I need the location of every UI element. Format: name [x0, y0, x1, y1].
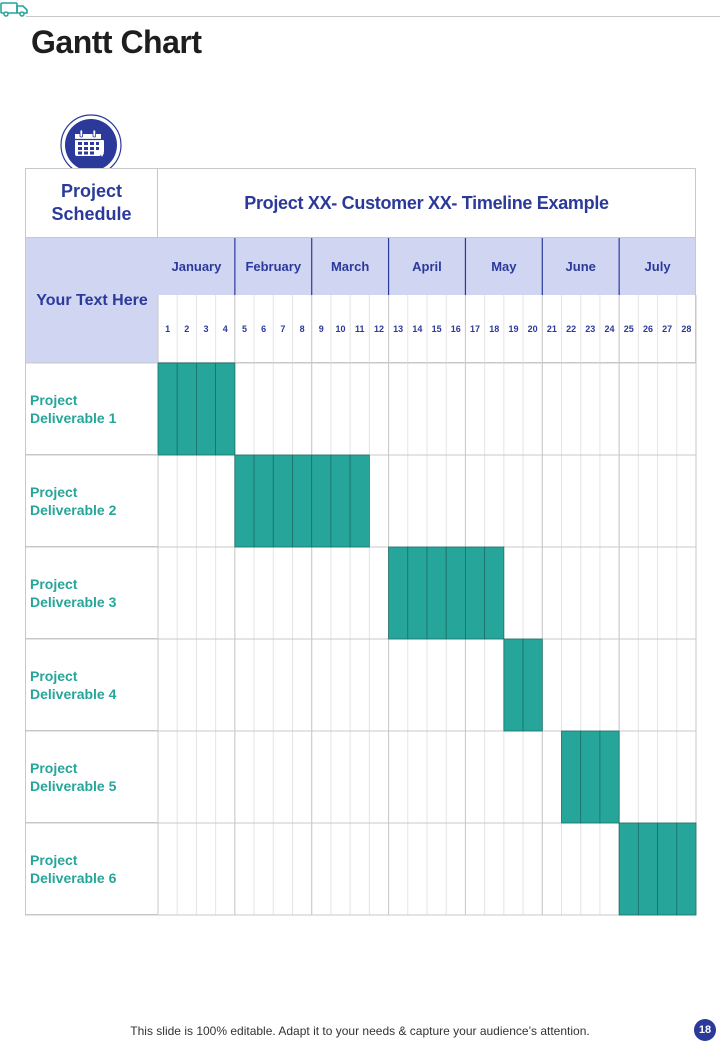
week-label: 22	[566, 324, 577, 334]
week-label: 20	[527, 324, 538, 334]
week-label: 26	[642, 324, 653, 334]
week-label: 13	[393, 324, 404, 334]
footer-note: This slide is 100% editable. Adapt it to…	[130, 1024, 590, 1038]
week-label: 18	[489, 324, 500, 334]
gantt-bar-segment	[330, 454, 351, 548]
schedule-header-cell: Project Schedule	[25, 168, 158, 238]
week-label: 2	[184, 324, 190, 334]
deliverable-label: Project Deliverable 1	[30, 391, 117, 426]
truck-icon	[0, 2, 28, 17]
gantt-bar-segment	[196, 362, 217, 456]
chart-title-cell: Project XX- Customer XX- Timeline Exampl…	[158, 168, 696, 238]
deliverable-label: Project Deliverable 6	[30, 851, 117, 886]
gantt-bar-segment	[215, 362, 236, 456]
week-label: 17	[470, 324, 481, 334]
row-label-cell: Project Deliverable 5	[25, 731, 158, 823]
calendar-icon	[60, 114, 122, 176]
page-title: Gantt Chart	[31, 24, 202, 60]
gantt-bar-segment	[657, 822, 678, 916]
month-label: January	[171, 259, 222, 274]
top-divider	[26, 16, 720, 17]
week-label: 6	[261, 324, 267, 334]
week-label: 24	[604, 324, 615, 334]
gantt-bar-segment	[311, 454, 332, 548]
row-label-cell: Project Deliverable 2	[25, 455, 158, 547]
chart-title: Project XX- Customer XX- Timeline Exampl…	[244, 192, 609, 213]
gantt-bar-segment	[484, 546, 505, 640]
side-header-cell: Your Text Here	[25, 238, 158, 363]
gantt-bar-segment	[234, 454, 255, 548]
gantt-bar-segment	[637, 822, 658, 916]
month-label: February	[245, 259, 302, 274]
week-label: 5	[241, 324, 247, 334]
gantt-bar-segment	[407, 546, 428, 640]
row-label-cell: Project Deliverable 3	[25, 547, 158, 639]
month-label: April	[412, 259, 442, 274]
month-header-band	[158, 238, 696, 295]
page-number: 18	[694, 1019, 716, 1041]
gantt-chart: Project Schedule Project XX- Customer XX…	[25, 168, 697, 916]
gantt-bar-segment	[561, 730, 582, 824]
deliverable-label: Project Deliverable 2	[30, 483, 117, 518]
gantt-bar-segment	[349, 454, 370, 548]
gantt-bar-segment	[599, 730, 620, 824]
row-label-cell: Project Deliverable 1	[25, 363, 158, 455]
week-label: 7	[280, 324, 286, 334]
week-label: 12	[373, 324, 384, 334]
gantt-bar-segment	[426, 546, 447, 640]
gantt-bar-segment	[580, 730, 601, 824]
row-label-cell: Project Deliverable 4	[25, 639, 158, 731]
gantt-bar-segment	[292, 454, 313, 548]
week-label: 16	[450, 324, 461, 334]
month-label: March	[330, 259, 370, 274]
month-label: May	[491, 259, 517, 274]
week-label: 28	[681, 324, 692, 334]
week-label: 9	[318, 324, 324, 334]
week-label: 21	[546, 324, 557, 334]
week-label: 27	[662, 324, 673, 334]
gantt-bar-segment	[618, 822, 639, 916]
deliverable-label: Project Deliverable 4	[30, 667, 117, 702]
week-label: 23	[585, 324, 596, 334]
week-label: 10	[335, 324, 346, 334]
gantt-bar-segment	[676, 822, 697, 916]
week-label: 1	[165, 324, 171, 334]
gantt-bar-segment	[522, 638, 543, 732]
gantt-bar-segment	[465, 546, 486, 640]
week-label: 15	[431, 324, 442, 334]
gantt-bar-segment	[253, 454, 274, 548]
row-label-cell: Project Deliverable 6	[25, 823, 158, 915]
gantt-bar-segment	[445, 546, 466, 640]
week-label: 4	[222, 324, 228, 334]
side-header-text: Your Text Here	[36, 291, 148, 309]
week-label: 14	[412, 324, 423, 334]
gantt-bar-segment	[176, 362, 197, 456]
week-label: 8	[299, 324, 305, 334]
week-label: 25	[623, 324, 634, 334]
gantt-bar-segment	[503, 638, 524, 732]
gantt-bar-segment	[157, 362, 178, 456]
gantt-bar-segment	[388, 546, 409, 640]
gantt-bar-segment	[272, 454, 293, 548]
week-label: 11	[354, 324, 365, 334]
schedule-label: Project Schedule	[51, 181, 132, 224]
week-label: 3	[203, 324, 209, 334]
deliverable-label: Project Deliverable 5	[30, 759, 117, 794]
week-label: 19	[508, 324, 519, 334]
month-label: July	[644, 259, 671, 274]
month-label: June	[565, 259, 596, 274]
deliverable-label: Project Deliverable 3	[30, 575, 117, 610]
